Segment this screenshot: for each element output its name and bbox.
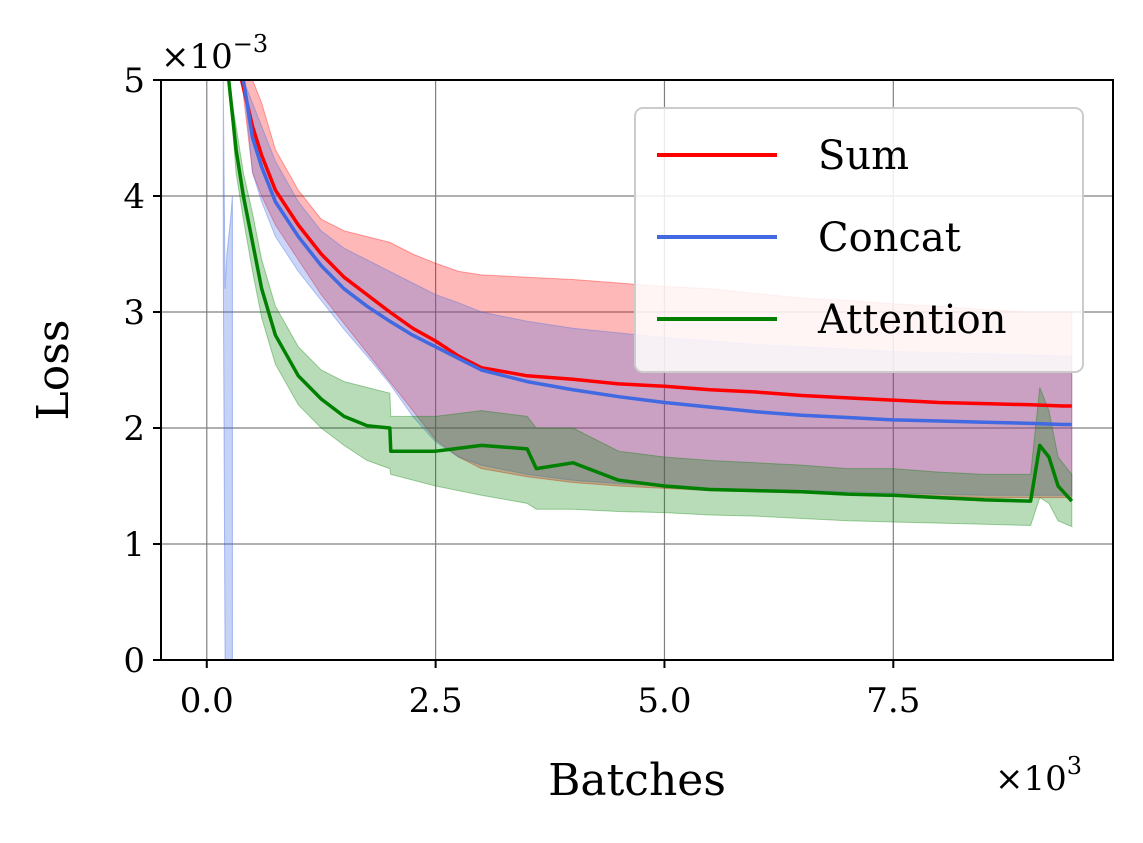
line-sum — [239, 80, 1072, 408]
y-tick-label-3: 3 — [123, 293, 145, 333]
line-attention — [226, 80, 1074, 503]
x-scale-base: ×10 — [995, 759, 1067, 799]
y-tick-label-4: 4 — [123, 177, 145, 217]
y-tick-label-2: 2 — [123, 409, 145, 449]
y-scale-exponent: −3 — [233, 30, 268, 58]
legend-label-sum: Sum — [818, 133, 909, 179]
y-axis-title: Loss — [28, 320, 79, 421]
y-tick-label-0: 0 — [123, 641, 145, 681]
axis-ticks: 0.0 2.5 5.0 7.5 0 1 2 3 4 5 — [123, 61, 920, 721]
x-tick-label-3: 7.5 — [866, 681, 920, 721]
legend-box — [634, 107, 1084, 373]
plot-frame — [160, 79, 1114, 661]
legend-label-attention: Attention — [817, 297, 1006, 343]
x-scale-exponent: 3 — [1067, 752, 1082, 780]
y-scale-factor: ×10−3 — [161, 30, 268, 77]
x-tick-label-1: 2.5 — [409, 681, 463, 721]
x-tick-label-0: 0.0 — [180, 681, 234, 721]
series-lines — [226, 80, 1074, 503]
legend-label-concat: Concat — [818, 215, 961, 261]
line-concat — [241, 80, 1072, 427]
legend: Sum Concat Attention — [634, 107, 1084, 373]
x-scale-factor: ×103 — [995, 752, 1082, 799]
y-tick-label-1: 1 — [123, 525, 145, 565]
x-axis-title: Batches — [548, 755, 726, 806]
band-concat — [242, 80, 1073, 496]
y-tick-label-5: 5 — [123, 61, 145, 101]
y-scale-base: ×10 — [161, 37, 233, 77]
band-spike-concat — [222, 80, 233, 660]
x-tick-label-2: 5.0 — [637, 681, 691, 721]
